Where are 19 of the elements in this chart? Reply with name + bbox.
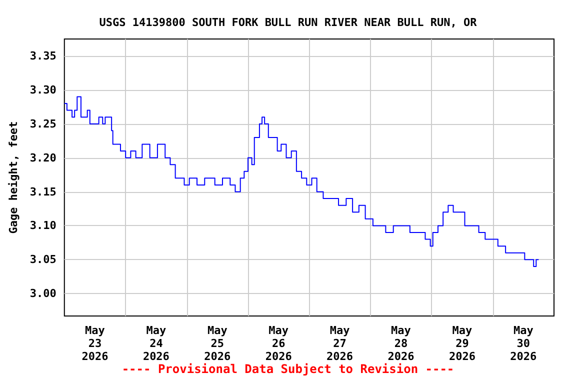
x-tick-label: May 29 2026 bbox=[448, 324, 476, 363]
x-tick-label: May 24 2026 bbox=[142, 324, 170, 363]
x-tick-label: May 26 2026 bbox=[265, 324, 292, 363]
x-tick-label: May 23 2026 bbox=[82, 324, 109, 363]
y-tick-label: 3.05 bbox=[30, 253, 56, 266]
x-tick-label: May 27 2026 bbox=[326, 324, 354, 363]
y-tick-label: 3.00 bbox=[30, 287, 56, 300]
y-tick-label: 3.15 bbox=[30, 185, 56, 198]
y-tick-label: 3.10 bbox=[30, 219, 56, 232]
y-tick-label: 3.30 bbox=[30, 83, 56, 96]
x-tick-label: May 25 2026 bbox=[204, 324, 232, 363]
x-tick-label: May 30 2026 bbox=[510, 324, 538, 363]
y-tick-label: 3.35 bbox=[30, 49, 56, 62]
y-tick-label: 3.25 bbox=[30, 117, 56, 130]
x-tick-label: May 28 2026 bbox=[388, 324, 415, 363]
chart-title: USGS 14139800 SOUTH FORK BULL RUN RIVER NEAR BULL RUN, OR bbox=[99, 16, 478, 29]
text: ---- Provisional Data Subject to Revision ---- bbox=[122, 362, 454, 376]
y-tick-label: 3.20 bbox=[30, 151, 56, 164]
y-axis-title: Gage height, feet bbox=[7, 121, 20, 234]
